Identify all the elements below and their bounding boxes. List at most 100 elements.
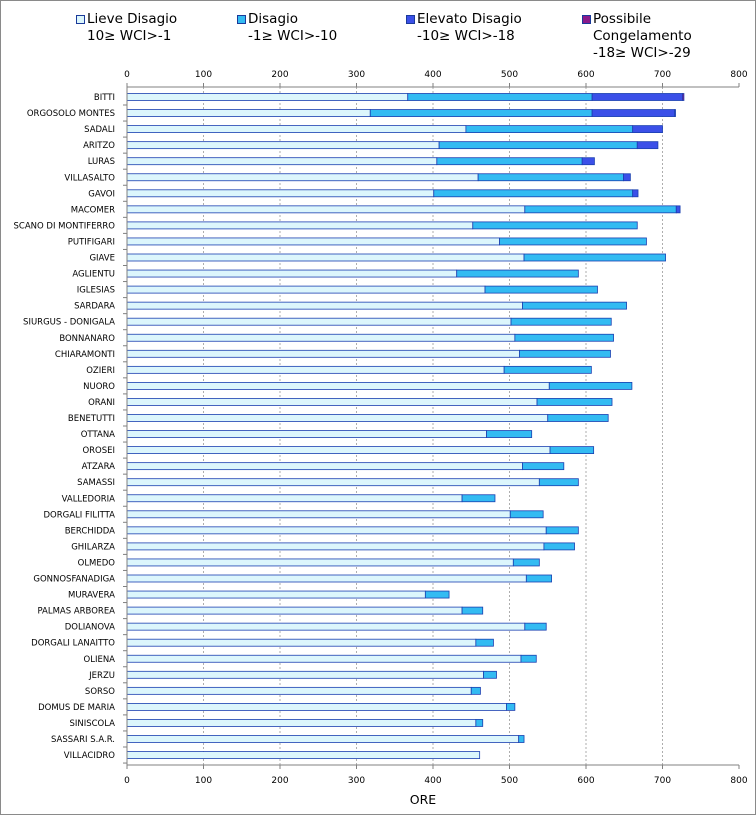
bar-segment-series-2 (519, 349, 611, 358)
x-tick-label-top: 400 (424, 70, 441, 80)
bar-segment-series-1 (126, 542, 545, 551)
bar-segment-series-2 (436, 157, 583, 166)
bar-segment-series-1 (126, 446, 551, 455)
bar-segment-series-2 (369, 109, 593, 117)
bar-segment-series-1 (126, 237, 500, 246)
bar-segment-series-1 (126, 478, 540, 487)
category-label: DOMUS DE MARIA (38, 703, 115, 713)
bar-segment-series-2 (456, 269, 579, 278)
bar-segment-series-2 (503, 365, 592, 374)
bar-segment-series-2 (522, 462, 565, 471)
bar-segment-series-1 (126, 414, 549, 422)
bar-segment-series-1 (126, 141, 440, 150)
category-label: SASSARI S.A.R. (51, 735, 115, 745)
bar-segment-series-1 (126, 590, 426, 599)
x-tick-label-bottom: 600 (577, 776, 594, 786)
legend-label: Lieve Disagio (87, 11, 178, 27)
category-label: ORANI (88, 398, 115, 408)
bar-segment-series-2 (433, 189, 634, 198)
bar-segment-series-1 (126, 638, 477, 647)
bar-segment-series-1 (126, 703, 507, 711)
bar-segment-series-1 (126, 574, 527, 583)
category-label: BITTI (94, 93, 115, 103)
bar-segment-series-2 (499, 237, 647, 246)
bar-segment-series-2 (524, 622, 547, 631)
category-label: GONNOSFANADIGA (33, 575, 115, 585)
legend-swatch (76, 15, 85, 24)
bar-segment-series-1 (126, 462, 523, 471)
x-tick-label-top: 700 (654, 70, 671, 80)
bar-segment-series-2 (461, 606, 484, 615)
category-label: ATZARA (82, 462, 116, 472)
x-tick-label-bottom: 400 (424, 776, 441, 786)
category-label: VILLACIDRO (64, 751, 116, 761)
bar-segment-series-2 (525, 574, 552, 583)
bar-segment-series-2 (548, 381, 633, 390)
bar-segment-series-2 (523, 253, 666, 262)
x-axis-label: ORE (410, 792, 437, 807)
bar-segment-series-2 (524, 205, 677, 214)
category-label: MACOMER (71, 205, 115, 215)
bar-segment-series-2 (461, 494, 496, 503)
x-tick-label-bottom: 300 (348, 776, 365, 786)
bar-segment-series-2 (520, 654, 537, 663)
bar-segment-series-1 (126, 381, 550, 390)
bar-segment-series-2 (424, 590, 450, 599)
category-label: ARITZO (83, 141, 115, 151)
bar-segment-series-2 (549, 446, 595, 455)
legend-range: 10≥ WCI>-1 (87, 28, 172, 44)
category-label: LURAS (88, 157, 115, 167)
legend-swatch (582, 15, 591, 24)
bar-segment-series-3 (632, 189, 639, 198)
bar-segment-series-1 (126, 398, 538, 406)
category-label: VILLASALTO (64, 173, 115, 183)
bar-segment-series-1 (126, 125, 467, 133)
legend-label: Disagio (248, 11, 299, 27)
bar-segment-series-1 (126, 622, 526, 631)
category-label: SCANO DI MONTIFERRO (14, 221, 116, 231)
axes: 0 0 100 100 200 200 300 300 400 400 500 500 600 600 70… (14, 70, 748, 786)
bar-segment-series-2 (472, 221, 638, 230)
bar-segment-series-1 (126, 269, 458, 278)
bar-segment-series-2 (510, 317, 612, 326)
category-label: BERCHIDDA (65, 526, 115, 536)
bar-segment-series-1 (126, 365, 505, 374)
category-label: BONNANARO (59, 334, 115, 344)
bar-segment-series-2 (477, 173, 624, 182)
bar-segment-series-3 (591, 93, 683, 101)
bar-segment-series-2 (514, 333, 614, 342)
legend-swatch (237, 15, 246, 24)
bar-segment-series-4 (674, 109, 676, 117)
bar-segment-series-1 (126, 349, 520, 358)
category-label: GHILARZA (71, 542, 115, 552)
x-tick-label-bottom: 100 (195, 776, 212, 786)
legend-label: Elevato Disagio (417, 11, 522, 27)
bar-segment-series-1 (126, 109, 371, 117)
bar-segment-series-1 (126, 333, 516, 342)
legend-range: -18≥ WCI>-29 (593, 45, 691, 61)
x-tick-label-bottom: 200 (271, 776, 288, 786)
x-tick-label-top: 800 (730, 70, 747, 80)
bar-segment-series-2 (522, 301, 627, 310)
category-label: DORGALI FILITTA (43, 510, 115, 520)
category-label: SAMASSI (77, 478, 115, 488)
bar-segment-series-1 (126, 157, 438, 166)
x-tick-label-bottom: 800 (730, 776, 747, 786)
category-label: BENETUTTI (68, 414, 115, 424)
legend-label: Possibile Congelamento (593, 11, 692, 44)
x-tick-label-top: 300 (348, 70, 365, 80)
bar-segment-series-1 (126, 510, 511, 519)
bar-segment-series-1 (126, 526, 547, 535)
bar-segment-series-2 (486, 430, 533, 438)
bar-segment-series-2 (438, 141, 638, 150)
bar-segment-series-3 (581, 157, 595, 166)
bar-segment-series-2 (407, 93, 593, 101)
category-label: DOLIANOVA (65, 623, 115, 633)
x-tick-label-bottom: 0 (124, 776, 130, 786)
category-label: AGLIENTU (72, 270, 115, 280)
bar-segment-series-1 (126, 189, 435, 198)
bar-segment-series-4 (681, 93, 685, 101)
bar-segment-series-2 (483, 670, 497, 679)
bar-segment-series-3 (636, 141, 659, 150)
